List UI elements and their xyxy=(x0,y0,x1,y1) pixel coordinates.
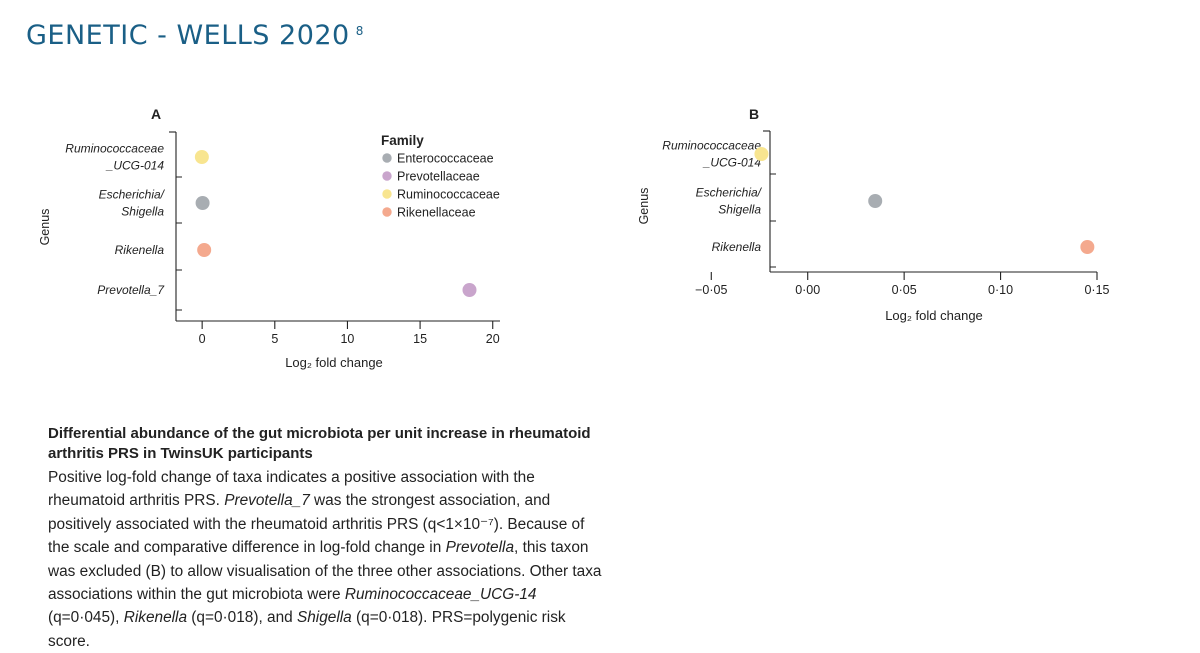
caption-taxon-name: Prevotella_7 xyxy=(224,492,310,510)
figure-caption: Differential abundance of the gut microb… xyxy=(48,424,608,653)
y-axis-label: Genus xyxy=(38,209,52,246)
caption-text-run: was the strongest association, and posit… xyxy=(48,492,585,557)
data-point xyxy=(195,196,210,210)
caption-text-run: (q=0·018). PRS=polygenic risk score. xyxy=(48,609,566,650)
caption-text-run: Positive log-fold change of taxa indicat… xyxy=(48,469,535,510)
caption-body: Positive log-fold change of taxa indicat… xyxy=(48,466,608,653)
x-tick-label: 0·05 xyxy=(892,283,917,297)
slide-title-text: GENETIC - WELLS 2020 xyxy=(26,20,350,51)
x-tick-label: 20 xyxy=(486,332,500,346)
caption-title: Differential abundance of the gut microb… xyxy=(48,425,591,462)
y-category-label: Shigella xyxy=(121,205,164,219)
legend-swatch xyxy=(382,189,392,199)
x-tick-label: 5 xyxy=(271,332,278,346)
caption-taxon-name: Prevotella xyxy=(445,539,515,557)
y-category-label: _UCG-014 xyxy=(703,156,762,170)
panel-label: A xyxy=(151,106,161,122)
legend-label: Ruminococcaceae xyxy=(397,188,500,202)
caption-text-run: , this taxon was excluded (B) to allow v… xyxy=(48,539,602,604)
legend-swatch xyxy=(382,207,392,217)
y-category-label: Escherichia/ xyxy=(99,188,166,202)
legend-label: Prevotellaceae xyxy=(397,170,480,184)
legend-label: Enterococcaceae xyxy=(397,152,494,166)
y-category-label: Escherichia/ xyxy=(696,186,763,200)
x-tick-label: −0·05 xyxy=(695,283,727,297)
x-tick-label: 0 xyxy=(199,332,206,346)
caption-taxon-name: Shigella xyxy=(296,609,352,627)
legend-swatch xyxy=(382,171,392,181)
x-tick-label: 0·00 xyxy=(795,283,820,297)
y-category-label: Prevotella_7 xyxy=(97,283,165,297)
x-tick-label: 0·10 xyxy=(988,283,1013,297)
x-tick-label: 10 xyxy=(340,332,354,346)
x-tick-label: 15 xyxy=(413,332,427,346)
footnote-marker: 8 xyxy=(355,24,364,38)
caption-taxon-name: Rikenella xyxy=(123,609,188,627)
y-category-label: _UCG-014 xyxy=(106,159,165,173)
caption-taxon-name: Ruminococcaceae_UCG-14 xyxy=(344,586,537,604)
data-point xyxy=(754,147,769,161)
y-axis-label: Genus xyxy=(637,188,651,225)
y-category-label: Rikenella xyxy=(115,243,165,257)
chart-panel-a: A 0 5 10 15 20 Log₂ fold change Genus Ruminococc… xyxy=(38,106,500,370)
legend-label: Rikenellaceae xyxy=(397,206,476,220)
legend-swatch xyxy=(382,153,392,163)
caption-text-run: (q=0·018), and xyxy=(187,609,297,627)
data-point xyxy=(194,150,209,164)
data-point xyxy=(197,243,212,257)
y-category-label: Ruminococcaceae xyxy=(662,139,761,153)
y-category-label: Shigella xyxy=(718,203,761,217)
caption-text-run: (q=0·045), xyxy=(48,609,124,627)
y-category-label: Rikenella xyxy=(712,240,762,254)
slide-title: GENETIC - WELLS 2020 8 xyxy=(26,20,364,51)
data-point xyxy=(462,283,477,297)
x-axis-label: Log₂ fold change xyxy=(885,308,983,323)
x-axis-label: Log₂ fold change xyxy=(285,355,383,370)
data-point xyxy=(868,194,883,208)
data-point xyxy=(1080,240,1095,254)
y-category-label: Ruminococcaceae xyxy=(65,142,164,156)
panel-label: B xyxy=(749,106,759,122)
x-tick-label: 0·15 xyxy=(1084,283,1109,297)
legend-title: Family xyxy=(381,133,424,148)
chart-panel-b: B −0·05 0·00 0·05 0·10 0·15 Log₂ fold change Ge… xyxy=(637,106,1110,323)
